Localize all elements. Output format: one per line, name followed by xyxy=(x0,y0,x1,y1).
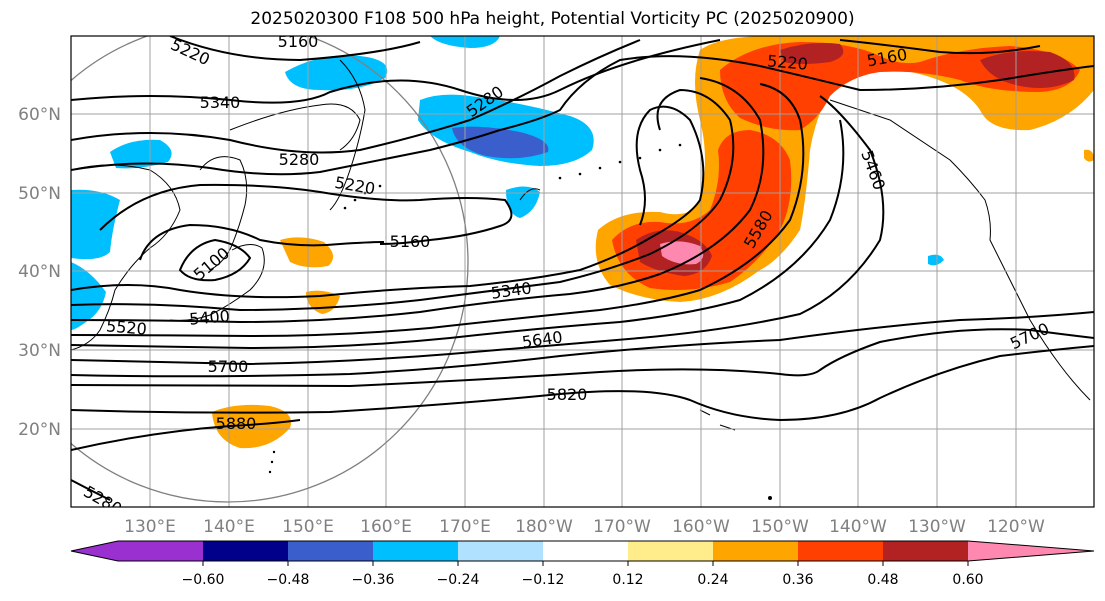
colorbar-tick-label: 0.60 xyxy=(952,572,983,588)
longitude-labels: 130°E 140°E 150°E 160°E 170°E 180°W 170°… xyxy=(124,517,1045,537)
colorbar-segment xyxy=(883,541,968,561)
colorbar-tick-label: 0.36 xyxy=(782,572,813,588)
colorbar-tick-label: 0.12 xyxy=(612,572,643,588)
lon-label: 120°W xyxy=(987,517,1045,537)
lon-label: 150°E xyxy=(282,517,334,537)
range-circle xyxy=(71,36,469,503)
colorbar-segment xyxy=(203,541,288,561)
colorbar-extend-low xyxy=(71,541,118,561)
contour-label: 5820 xyxy=(547,385,588,404)
lat-label: 60°N xyxy=(18,105,61,125)
lat-label: 40°N xyxy=(18,262,61,282)
contour-label: 5400 xyxy=(188,306,230,328)
colorbar-segment xyxy=(373,541,458,561)
map-plot-area: 5160 5220 5340 5280 5280 5220 5160 5100 … xyxy=(71,32,1094,507)
colorbar-segment xyxy=(118,541,203,561)
colorbar-segment xyxy=(628,541,713,561)
plot-frame xyxy=(70,35,1095,508)
contour-label: 5880 xyxy=(216,414,257,433)
colorbar-outline xyxy=(70,540,1095,562)
aleutian-islands xyxy=(268,143,772,500)
contour-label: 5520 xyxy=(105,316,147,338)
colorbar-tick-label: −0.12 xyxy=(522,572,565,588)
height-contours xyxy=(71,36,1094,501)
colorbar-tick-label: −0.60 xyxy=(182,572,225,588)
colorbar-segment xyxy=(543,541,628,561)
colorbar-tick-label: 0.24 xyxy=(697,572,728,588)
lon-label: 150°W xyxy=(751,517,809,537)
map-title: 2025020300 F108 500 hPa height, Potentia… xyxy=(250,9,855,29)
colorbar-tick-label: −0.48 xyxy=(267,572,310,588)
lat-label: 50°N xyxy=(18,184,61,204)
colorbar-extend-high xyxy=(968,541,1094,561)
contour-label: 5160 xyxy=(390,232,431,251)
colorbar-tick-label: −0.36 xyxy=(352,572,395,588)
lat-label: 20°N xyxy=(18,420,61,440)
lon-label: 180°W xyxy=(515,517,573,537)
colorbar-segment xyxy=(288,541,373,561)
lon-label: 160°W xyxy=(672,517,730,537)
contour-label: 5160 xyxy=(278,32,319,51)
lon-label: 130°W xyxy=(908,517,966,537)
colorbar: −0.60 −0.48 −0.36 −0.24 −0.12 0.12 0.24 … xyxy=(70,540,1095,588)
lon-label: 170°E xyxy=(439,517,491,537)
lon-label: 160°E xyxy=(360,517,412,537)
contour-label: 5340 xyxy=(200,93,241,112)
lat-label: 30°N xyxy=(18,341,61,361)
pv-negative-anomalies xyxy=(71,36,944,330)
latitude-labels: 60°N 50°N 40°N 30°N 20°N xyxy=(18,105,61,440)
graticule xyxy=(71,36,1094,507)
contour-label: 5280 xyxy=(279,150,320,169)
lon-label: 140°E xyxy=(203,517,255,537)
lon-label: 140°W xyxy=(829,517,887,537)
lon-label: 130°E xyxy=(124,517,176,537)
colorbar-segment xyxy=(458,541,543,561)
colorbar-tick-label: 0.48 xyxy=(867,572,898,588)
colorbar-segment xyxy=(713,541,798,561)
colorbar-tick-label: −0.24 xyxy=(437,572,480,588)
lon-label: 170°W xyxy=(593,517,651,537)
contour-label: 5220 xyxy=(766,51,808,73)
contour-label: 5700 xyxy=(208,357,249,376)
colorbar-segment xyxy=(798,541,883,561)
